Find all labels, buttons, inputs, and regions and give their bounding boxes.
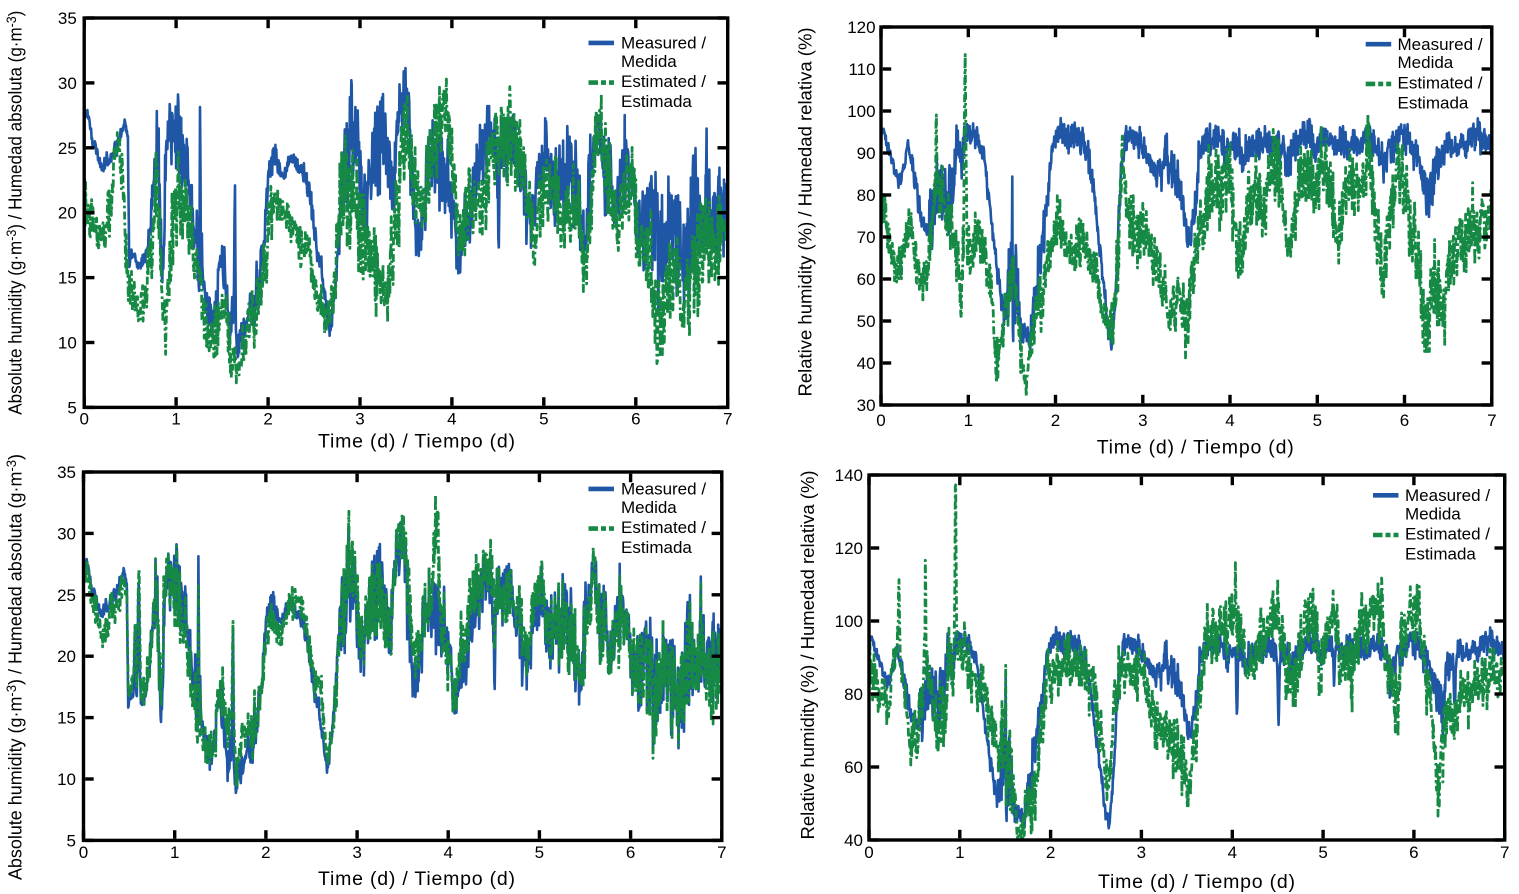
- svg-text:80: 80: [857, 186, 876, 205]
- svg-text:40: 40: [844, 831, 863, 850]
- svg-text:Medida: Medida: [1405, 504, 1461, 523]
- svg-text:Estimated /: Estimated /: [621, 72, 706, 91]
- svg-text:0: 0: [79, 410, 88, 429]
- svg-text:5: 5: [539, 410, 548, 429]
- svg-text:6: 6: [631, 410, 640, 429]
- svg-text:25: 25: [57, 586, 76, 605]
- svg-text:7: 7: [1500, 843, 1509, 862]
- svg-text:4: 4: [1228, 843, 1237, 862]
- svg-text:Relative humidity (%) / Humeda: Relative humidity (%) / Humedad relativa…: [795, 27, 816, 396]
- svg-text:5: 5: [67, 398, 76, 417]
- svg-text:2: 2: [1051, 411, 1060, 430]
- svg-text:1: 1: [170, 843, 179, 862]
- svg-text:6: 6: [626, 843, 635, 862]
- svg-text:Absolute humidity (g·m-3) / Hu: Absolute humidity (g·m-3) / Humedad abso…: [4, 454, 26, 880]
- svg-text:110: 110: [848, 60, 875, 79]
- svg-text:60: 60: [844, 758, 863, 777]
- svg-text:20: 20: [57, 647, 76, 666]
- svg-text:7: 7: [1487, 411, 1496, 430]
- svg-text:35: 35: [57, 463, 76, 482]
- svg-text:3: 3: [352, 843, 361, 862]
- svg-text:90: 90: [857, 144, 876, 163]
- svg-text:25: 25: [58, 139, 77, 158]
- svg-text:3: 3: [1138, 411, 1147, 430]
- svg-text:0: 0: [79, 843, 88, 862]
- svg-text:Estimada: Estimada: [1405, 545, 1476, 564]
- svg-text:Estimada: Estimada: [621, 538, 692, 557]
- svg-text:30: 30: [857, 396, 876, 415]
- svg-text:Measured /: Measured /: [1398, 35, 1483, 54]
- svg-text:70: 70: [857, 228, 876, 247]
- svg-text:5: 5: [1313, 411, 1322, 430]
- svg-text:2: 2: [261, 843, 270, 862]
- svg-text:120: 120: [835, 539, 863, 558]
- svg-text:Estimated /: Estimated /: [1398, 73, 1483, 92]
- svg-text:20: 20: [58, 204, 77, 223]
- svg-text:Estimated /: Estimated /: [621, 518, 706, 537]
- svg-text:4: 4: [447, 410, 456, 429]
- svg-text:Measured /: Measured /: [621, 34, 706, 53]
- svg-text:0: 0: [864, 843, 873, 862]
- svg-text:Time (d) / Tiempo (d): Time (d) / Tiempo (d): [318, 868, 515, 890]
- svg-text:5: 5: [1318, 843, 1327, 862]
- svg-text:100: 100: [835, 612, 863, 631]
- svg-text:4: 4: [443, 843, 452, 862]
- svg-text:Medida: Medida: [1398, 53, 1454, 72]
- svg-text:6: 6: [1409, 843, 1418, 862]
- svg-text:Time (d) / Tiempo (d): Time (d) / Tiempo (d): [1098, 871, 1295, 893]
- svg-text:Estimada: Estimada: [1398, 94, 1469, 113]
- svg-text:3: 3: [1137, 843, 1146, 862]
- svg-text:Estimated /: Estimated /: [1405, 525, 1490, 544]
- svg-text:Medida: Medida: [621, 52, 677, 71]
- svg-text:Estimada: Estimada: [621, 92, 692, 111]
- svg-text:30: 30: [58, 74, 77, 93]
- svg-text:4: 4: [1225, 411, 1234, 430]
- svg-text:35: 35: [58, 9, 77, 28]
- svg-text:60: 60: [857, 270, 876, 289]
- svg-text:1: 1: [955, 843, 964, 862]
- svg-text:Measured /: Measured /: [621, 480, 706, 499]
- svg-text:Medida: Medida: [621, 498, 677, 517]
- svg-text:80: 80: [844, 685, 863, 704]
- svg-text:1: 1: [171, 410, 180, 429]
- svg-text:Absolute humidity (g·m-3) / Hu: Absolute humidity (g·m-3) / Humedad abso…: [4, 11, 26, 415]
- svg-text:15: 15: [58, 269, 77, 288]
- svg-text:3: 3: [355, 410, 364, 429]
- svg-text:5: 5: [67, 831, 76, 850]
- svg-text:Time (d) / Tiempo (d): Time (d) / Tiempo (d): [318, 431, 515, 453]
- svg-text:5: 5: [535, 843, 544, 862]
- svg-text:0: 0: [876, 411, 885, 430]
- svg-text:10: 10: [57, 770, 76, 789]
- svg-text:7: 7: [717, 843, 726, 862]
- svg-text:Time (d) / Tiempo (d): Time (d) / Tiempo (d): [1097, 436, 1294, 458]
- svg-text:15: 15: [57, 709, 76, 728]
- svg-text:10: 10: [58, 334, 77, 353]
- svg-text:2: 2: [263, 410, 272, 429]
- svg-text:50: 50: [857, 312, 876, 331]
- svg-text:6: 6: [1400, 411, 1409, 430]
- svg-text:Relative humidity (%) / Humeda: Relative humidity (%) / Humedad relativa…: [797, 470, 818, 839]
- svg-text:30: 30: [57, 524, 76, 543]
- svg-text:120: 120: [847, 18, 875, 37]
- svg-text:140: 140: [835, 466, 863, 485]
- svg-text:1: 1: [964, 411, 973, 430]
- svg-text:40: 40: [857, 354, 876, 373]
- svg-text:7: 7: [723, 410, 732, 429]
- svg-text:2: 2: [1046, 843, 1055, 862]
- svg-text:100: 100: [847, 102, 875, 121]
- svg-text:Measured /: Measured /: [1405, 486, 1490, 505]
